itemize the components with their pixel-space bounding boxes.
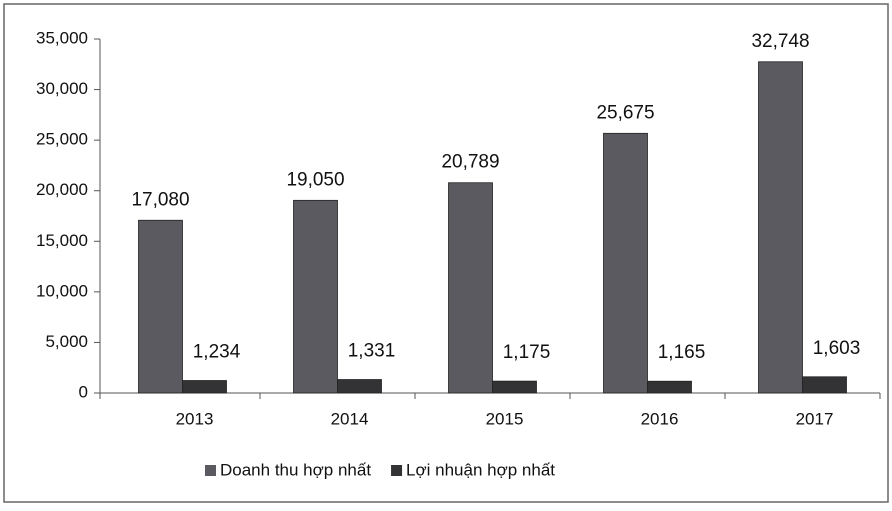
bar	[337, 379, 382, 394]
y-tick-label: 20,000	[36, 180, 88, 199]
data-label: 32,748	[751, 31, 809, 52]
y-tick-label: 5,000	[45, 332, 88, 351]
legend-label: Doanh thu hợp nhất	[220, 460, 371, 479]
bar	[138, 219, 183, 394]
legend-label: Lợi nhuận hợp nhất	[406, 460, 555, 479]
bar	[758, 61, 803, 394]
bar	[802, 376, 847, 394]
bar	[492, 380, 537, 394]
y-tick-label: 35,000	[36, 28, 88, 47]
data-label: 1,175	[503, 342, 551, 363]
bar	[448, 182, 493, 394]
data-label: 1,234	[193, 342, 241, 363]
data-label: 17,080	[131, 189, 189, 210]
data-label: 1,331	[348, 341, 396, 362]
chart-border	[3, 3, 889, 503]
data-label: 19,050	[286, 169, 344, 190]
y-tick-label: 10,000	[36, 281, 88, 300]
y-tick-label: 15,000	[36, 231, 88, 250]
legend-swatch	[391, 465, 403, 476]
x-tick-label: 2015	[486, 409, 524, 428]
bar	[647, 380, 692, 394]
bar	[603, 132, 648, 394]
y-tick-label: 0	[79, 382, 88, 401]
x-tick-label: 2013	[176, 409, 214, 428]
y-tick-label: 25,000	[36, 130, 88, 149]
x-tick-label: 2016	[641, 409, 679, 428]
x-tick-label: 2014	[331, 409, 369, 428]
data-label: 1,603	[813, 338, 861, 359]
legend-swatch	[205, 465, 216, 476]
data-label: 20,789	[441, 152, 499, 173]
bar	[293, 199, 338, 394]
data-label: 25,675	[596, 102, 654, 123]
y-tick-label: 30,000	[36, 79, 88, 98]
data-label: 1,165	[658, 342, 706, 363]
x-tick-label: 2017	[796, 409, 834, 428]
bar	[182, 380, 227, 394]
